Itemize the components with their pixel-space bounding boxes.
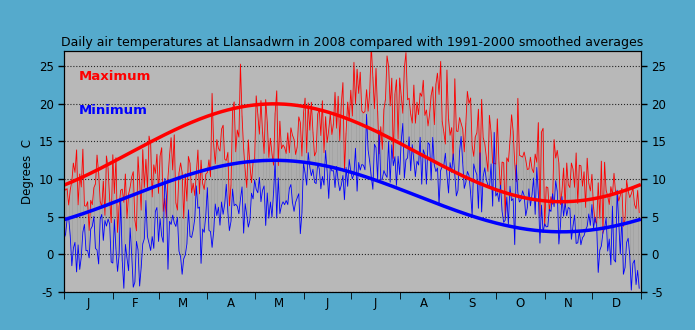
Title: Daily air temperatures at Llansadwrn in 2008 compared with 1991-2000 smoothed av: Daily air temperatures at Llansadwrn in … <box>61 36 644 49</box>
Text: Maximum: Maximum <box>79 70 151 83</box>
Y-axis label: Degrees  C: Degrees C <box>22 139 35 204</box>
Text: Minimum: Minimum <box>79 104 147 117</box>
